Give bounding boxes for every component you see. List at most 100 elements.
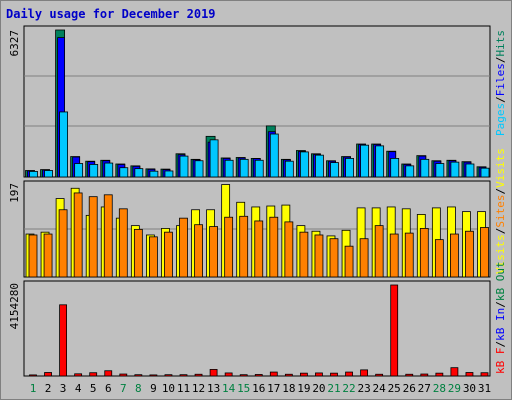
bar-kbf-day-4 bbox=[74, 373, 83, 377]
day-label-15: 15 bbox=[237, 382, 250, 395]
day-label-6: 6 bbox=[105, 382, 112, 395]
day-label-19: 19 bbox=[297, 382, 310, 395]
bar-kbf-day-1 bbox=[29, 374, 37, 377]
day-label-31: 31 bbox=[478, 382, 491, 395]
legend-hits-files-pages-part: Pages bbox=[494, 103, 507, 136]
bar-kbf-day-10 bbox=[164, 374, 173, 377]
bar-pages-day-18 bbox=[284, 160, 294, 178]
bar-kbf-day-7 bbox=[119, 373, 128, 377]
bar-kbf-day-29 bbox=[450, 367, 459, 377]
bar-pages-day-17 bbox=[269, 133, 279, 178]
bar-kbf-day-20 bbox=[315, 372, 323, 377]
legend-kbytes: kB F/kB In/kB Out bbox=[494, 261, 507, 374]
bar-pages-day-30 bbox=[465, 163, 475, 178]
bar-pages-day-26 bbox=[405, 165, 415, 178]
bar-kbf-day-27 bbox=[420, 373, 429, 377]
bar-sites-day-20 bbox=[314, 234, 324, 278]
bar-pages-day-3 bbox=[59, 111, 68, 178]
bar-sites-day-29 bbox=[449, 233, 459, 278]
bar-kbf-day-2 bbox=[44, 372, 52, 377]
day-label-2: 2 bbox=[45, 382, 52, 395]
bar-sites-day-1 bbox=[28, 234, 38, 278]
panel-kbytes bbox=[23, 280, 491, 377]
day-label-18: 18 bbox=[282, 382, 295, 395]
bar-pages-day-8 bbox=[134, 168, 144, 178]
bar-pages-day-31 bbox=[480, 167, 490, 178]
bar-sites-day-21 bbox=[329, 238, 339, 278]
bar-pages-day-6 bbox=[104, 162, 114, 178]
panel-hits-files-pages bbox=[23, 25, 491, 178]
bar-pages-day-9 bbox=[149, 170, 159, 178]
bar-kbf-day-3 bbox=[59, 304, 67, 377]
bar-pages-day-19 bbox=[299, 151, 309, 178]
day-label-21: 21 bbox=[327, 382, 340, 395]
bar-kbf-day-18 bbox=[284, 373, 293, 377]
day-label-7: 7 bbox=[120, 382, 127, 395]
bar-sites-day-12 bbox=[194, 224, 203, 278]
day-label-1: 1 bbox=[30, 382, 37, 395]
day-label-9: 9 bbox=[150, 382, 157, 395]
legend-hits-files-pages-part: / bbox=[494, 96, 507, 103]
bar-pages-day-13 bbox=[209, 139, 219, 178]
legend-visits-sites-part: Sites bbox=[494, 195, 507, 228]
bar-pages-day-24 bbox=[375, 145, 385, 178]
day-label-16: 16 bbox=[252, 382, 265, 395]
day-label-17: 17 bbox=[267, 382, 280, 395]
bar-pages-day-12 bbox=[194, 160, 204, 178]
chart-title: Daily usage for December 2019 bbox=[6, 7, 216, 21]
bar-sites-day-7 bbox=[118, 208, 128, 278]
day-label-5: 5 bbox=[90, 382, 97, 395]
bar-sites-day-3 bbox=[58, 209, 68, 278]
day-label-12: 12 bbox=[192, 382, 205, 395]
bar-sites-day-2 bbox=[43, 233, 53, 278]
bar-sites-day-15 bbox=[239, 215, 249, 278]
day-label-30: 30 bbox=[463, 382, 476, 395]
bar-sites-day-10 bbox=[164, 231, 173, 278]
legend-visits-sites-part: Visits bbox=[494, 234, 507, 274]
bar-kbf-day-14 bbox=[224, 372, 233, 377]
bar-kbf-day-21 bbox=[330, 372, 338, 377]
y-max-label-kbytes: 4154280 bbox=[8, 283, 21, 329]
bar-sites-day-22 bbox=[344, 245, 354, 278]
bar-kbf-day-8 bbox=[134, 374, 143, 377]
legend-visits-sites-part: Visits bbox=[494, 148, 507, 188]
y-max-label-hits: 6327 bbox=[8, 30, 21, 57]
bar-sites-day-4 bbox=[73, 192, 83, 278]
day-label-8: 8 bbox=[135, 382, 142, 395]
bar-sites-day-16 bbox=[254, 220, 264, 278]
legend-hits-files-pages-part: Hits bbox=[494, 30, 507, 57]
bar-sites-day-8 bbox=[133, 228, 143, 278]
bar-pages-day-27 bbox=[420, 158, 430, 178]
bar-pages-day-23 bbox=[360, 144, 370, 178]
bar-sites-day-23 bbox=[359, 238, 369, 278]
bar-kbf-day-31 bbox=[480, 372, 489, 377]
bar-pages-day-4 bbox=[74, 163, 84, 178]
bar-pages-day-14 bbox=[224, 159, 234, 178]
bar-sites-day-26 bbox=[404, 232, 414, 278]
legend-visits-sites-part: / bbox=[494, 228, 507, 235]
bar-kbf-day-19 bbox=[299, 372, 308, 377]
legend-visits-sites: Visits/Sites/Visits bbox=[494, 148, 507, 274]
day-label-23: 23 bbox=[357, 382, 370, 395]
bar-kbf-day-28 bbox=[435, 372, 444, 377]
day-label-22: 22 bbox=[342, 382, 355, 395]
bar-kbf-day-12 bbox=[194, 373, 203, 377]
bar-sites-day-9 bbox=[148, 236, 158, 278]
bar-pages-day-10 bbox=[164, 170, 174, 178]
day-label-26: 26 bbox=[403, 382, 416, 395]
bar-kbf-day-30 bbox=[465, 372, 474, 377]
bar-sites-day-31 bbox=[480, 227, 489, 278]
legend-kbytes-part: / bbox=[494, 301, 507, 308]
legend-visits-sites-part: / bbox=[494, 188, 507, 195]
bar-sites-day-24 bbox=[374, 225, 384, 278]
day-label-27: 27 bbox=[418, 382, 431, 395]
bar-sites-day-14 bbox=[224, 216, 234, 278]
legend-hits-files-pages-part: / bbox=[494, 57, 507, 64]
day-label-3: 3 bbox=[60, 382, 67, 395]
bar-sites-day-11 bbox=[179, 217, 188, 278]
bar-sites-day-6 bbox=[103, 194, 113, 278]
bar-sites-day-19 bbox=[299, 231, 309, 278]
day-label-29: 29 bbox=[448, 382, 461, 395]
legend-hits-files-pages: Pages/Files/Hits bbox=[494, 30, 507, 136]
